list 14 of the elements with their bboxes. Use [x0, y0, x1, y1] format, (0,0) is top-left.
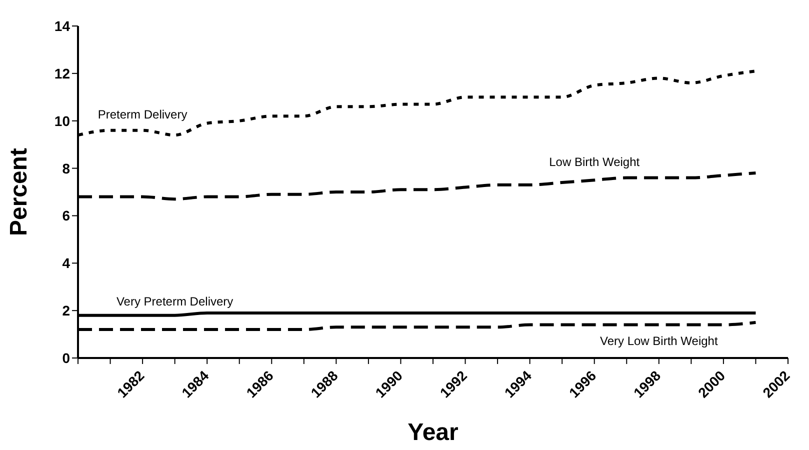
y-tick-label: 2 — [62, 302, 70, 319]
y-tick-label: 12 — [54, 65, 70, 82]
x-axis-title: Year — [408, 419, 458, 446]
series-label: Low Birth Weight — [549, 155, 640, 170]
y-tick-label: 0 — [62, 350, 70, 366]
y-tick-label: 10 — [54, 112, 70, 129]
y-tick-label: 6 — [62, 208, 70, 224]
y-axis-title: Percent — [6, 148, 33, 236]
series-label: Very Low Birth Weight — [600, 334, 718, 348]
y-tick-label: 4 — [62, 255, 70, 272]
y-tick-label: 8 — [62, 160, 70, 176]
series-label: Preterm Delivery — [98, 107, 188, 122]
series-label: Very Preterm Delivery — [116, 294, 234, 308]
y-tick-label: 14 — [54, 18, 70, 34]
